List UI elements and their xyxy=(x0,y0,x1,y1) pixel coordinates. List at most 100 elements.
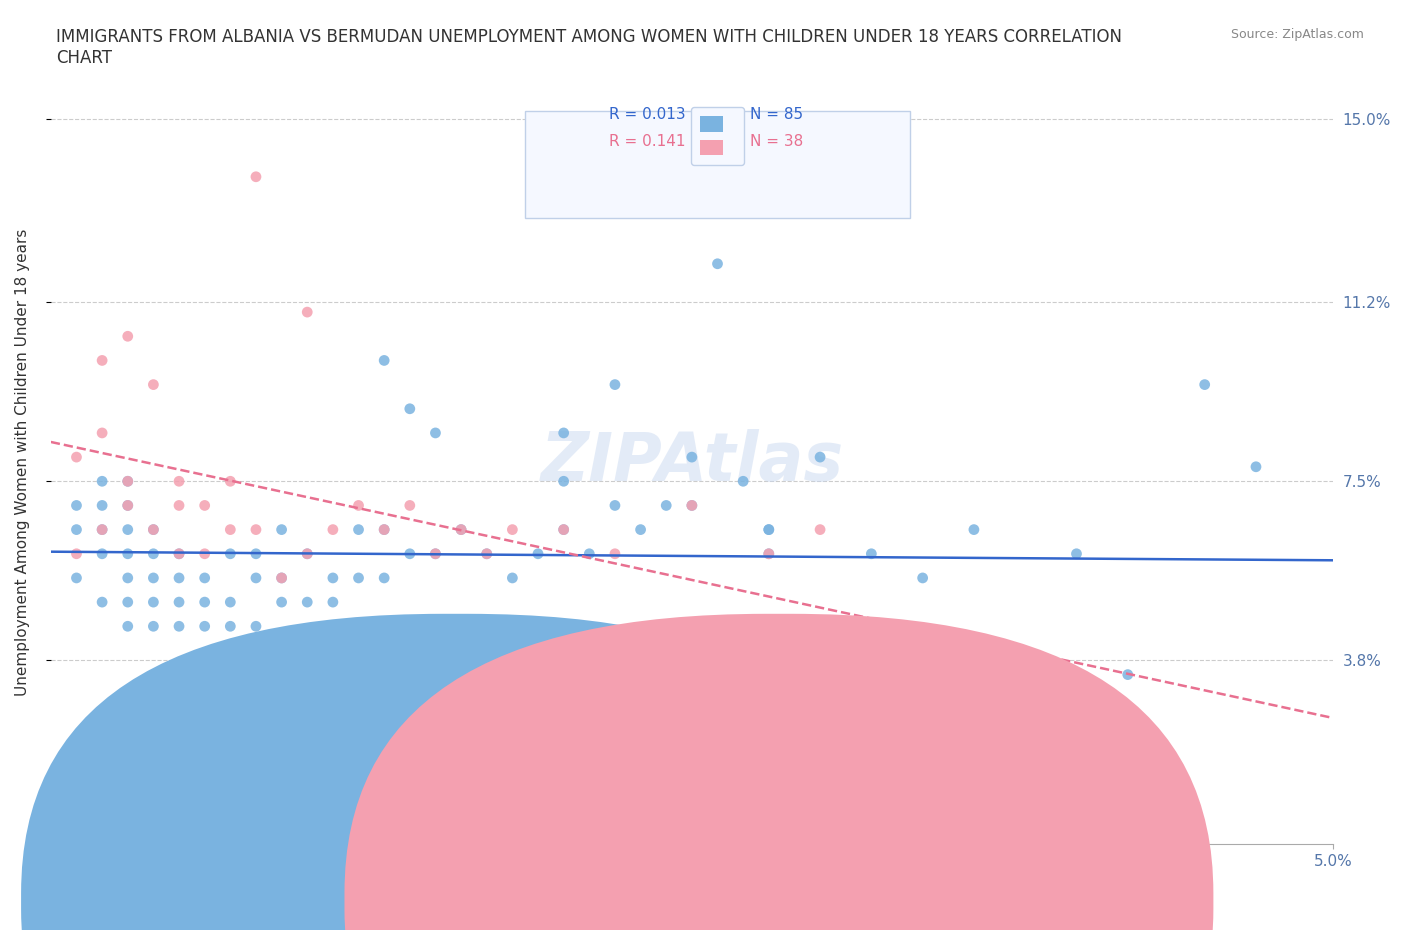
Point xyxy=(450,522,472,537)
Point xyxy=(245,618,267,633)
Point xyxy=(1194,378,1216,392)
Point xyxy=(65,546,87,561)
Point xyxy=(860,546,883,561)
Point xyxy=(270,570,292,585)
Text: IMMIGRANTS FROM ALBANIA VS BERMUDAN UNEMPLOYMENT AMONG WOMEN WITH CHILDREN UNDER: IMMIGRANTS FROM ALBANIA VS BERMUDAN UNEM… xyxy=(56,28,1122,67)
Point xyxy=(758,522,780,537)
Point xyxy=(758,546,780,561)
Point xyxy=(860,715,883,730)
Point xyxy=(219,522,242,537)
Point xyxy=(194,594,217,609)
Point xyxy=(347,570,370,585)
Point xyxy=(835,667,858,682)
Point xyxy=(91,498,114,512)
Point xyxy=(1116,739,1139,754)
Point xyxy=(219,473,242,488)
Point xyxy=(142,378,165,392)
Text: R = 0.141: R = 0.141 xyxy=(609,134,685,149)
Point xyxy=(91,522,114,537)
Point xyxy=(475,546,498,561)
Point xyxy=(194,570,217,585)
Point xyxy=(297,305,319,320)
Point xyxy=(630,522,652,537)
Point xyxy=(936,643,959,658)
Point xyxy=(270,570,292,585)
Point xyxy=(808,691,831,706)
Point xyxy=(142,546,165,561)
Point xyxy=(963,522,986,537)
Point xyxy=(475,546,498,561)
Point xyxy=(270,522,292,537)
Point xyxy=(886,643,908,658)
Point xyxy=(758,546,780,561)
Point xyxy=(91,594,114,609)
Point xyxy=(219,546,242,561)
Point xyxy=(194,618,217,633)
Point xyxy=(603,546,626,561)
Point xyxy=(578,546,600,561)
Text: Source: ZipAtlas.com: Source: ZipAtlas.com xyxy=(1230,28,1364,41)
Point xyxy=(219,594,242,609)
Point xyxy=(167,618,190,633)
Point xyxy=(603,498,626,512)
Point xyxy=(655,498,678,512)
Point xyxy=(553,473,575,488)
FancyBboxPatch shape xyxy=(526,111,910,218)
Point xyxy=(425,546,447,561)
Point xyxy=(142,522,165,537)
Point xyxy=(91,353,114,368)
Point xyxy=(91,546,114,561)
Point xyxy=(142,570,165,585)
Point xyxy=(167,570,190,585)
Point xyxy=(911,570,934,585)
Point xyxy=(194,498,217,512)
Point xyxy=(1066,546,1088,561)
Point xyxy=(501,522,523,537)
Point xyxy=(65,450,87,465)
Point xyxy=(270,594,292,609)
Point xyxy=(65,570,87,585)
Point xyxy=(553,522,575,537)
Point xyxy=(733,473,755,488)
Point xyxy=(142,522,165,537)
Text: R = 0.013: R = 0.013 xyxy=(609,107,685,122)
Point xyxy=(808,450,831,465)
Point xyxy=(527,546,550,561)
Point xyxy=(681,498,703,512)
Point xyxy=(425,426,447,441)
Point xyxy=(553,426,575,441)
Text: N = 38: N = 38 xyxy=(749,134,803,149)
Point xyxy=(65,522,87,537)
Point xyxy=(425,546,447,561)
Point xyxy=(167,546,190,561)
Text: Immigrants from Albania: Immigrants from Albania xyxy=(439,887,630,902)
Point xyxy=(808,522,831,537)
Point xyxy=(167,498,190,512)
Point xyxy=(373,353,395,368)
Point xyxy=(322,594,344,609)
Point xyxy=(142,594,165,609)
Point xyxy=(681,450,703,465)
Point xyxy=(91,426,114,441)
Point xyxy=(167,594,190,609)
Point xyxy=(245,522,267,537)
Point xyxy=(219,618,242,633)
Point xyxy=(117,546,139,561)
Point xyxy=(297,546,319,561)
Point xyxy=(1116,667,1139,682)
Point xyxy=(245,546,267,561)
Point xyxy=(117,594,139,609)
Point xyxy=(117,570,139,585)
Point xyxy=(117,473,139,488)
Point xyxy=(1014,667,1036,682)
Point xyxy=(1244,459,1267,474)
Point xyxy=(117,498,139,512)
Text: N = 85: N = 85 xyxy=(749,107,803,122)
Point xyxy=(758,522,780,537)
Point xyxy=(117,473,139,488)
Point xyxy=(501,570,523,585)
Point xyxy=(1066,667,1088,682)
Point xyxy=(245,570,267,585)
Point xyxy=(886,691,908,706)
Point xyxy=(117,618,139,633)
